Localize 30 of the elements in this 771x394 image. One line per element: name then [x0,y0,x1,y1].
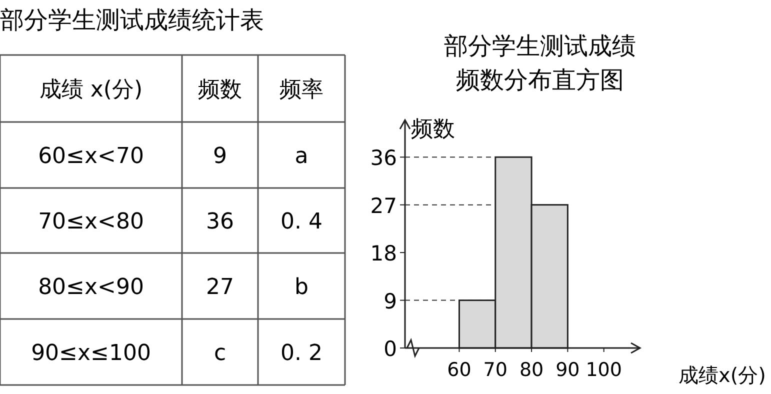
text: 0. 4 [280,210,322,234]
text: 9 [213,144,227,169]
y-axis-title: 频数 [411,117,455,142]
text: a [294,144,308,169]
x-tick-label: 70 [483,359,508,381]
text: 频数 [198,78,242,102]
y-tick-label: 0 [384,337,397,361]
chart-subtitle: 频数分布直方图 [456,66,624,94]
x-tick-label: 60 [447,359,472,381]
y-tick-label: 18 [370,242,397,266]
text: 90≤x≤100 [31,341,151,366]
text: c [214,341,226,366]
text: 0. 2 [280,341,322,366]
text: 部分学生测试成绩统计表 [0,6,264,34]
x-tick-label: 100 [586,359,622,381]
text: 27 [206,275,234,300]
x-tick-label: 80 [519,359,544,381]
x-tick-label: 90 [556,359,580,381]
x-axis-title: 成绩x(分) [678,363,766,387]
text: 频率 [280,78,324,102]
text: 36 [206,210,234,234]
text: 80≤x<90 [38,275,144,300]
y-tick-label: 36 [370,146,397,170]
y-tick-label: 27 [370,194,397,218]
text: 70≤x<80 [38,210,144,234]
text: 60≤x<70 [38,144,144,169]
text: b [294,275,308,300]
text: 成绩 x(分) [39,78,143,102]
y-tick-label: 9 [384,289,397,314]
chart-title: 部分学生测试成绩 [444,32,636,60]
